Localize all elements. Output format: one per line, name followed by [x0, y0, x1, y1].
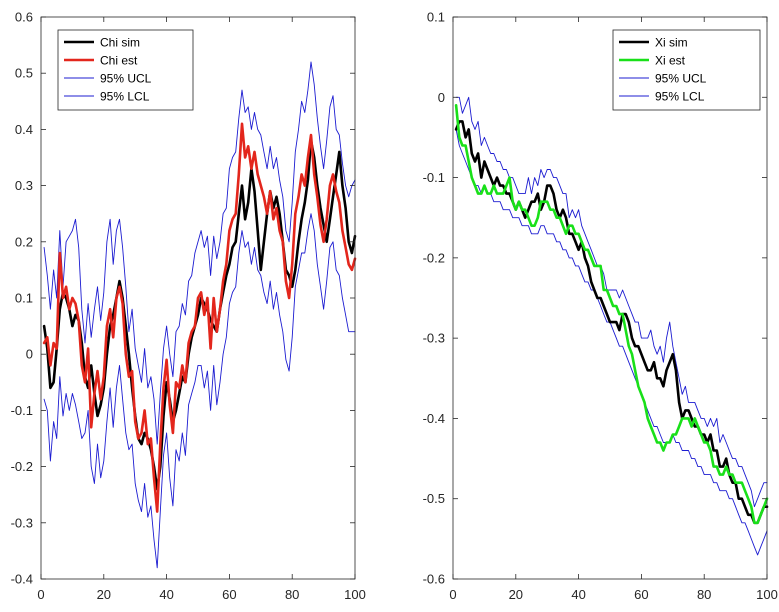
- legend-label: Xi sim: [655, 36, 688, 50]
- x-tick-label: 60: [222, 587, 236, 602]
- y-tick-label: -0.2: [423, 250, 445, 265]
- y-tick-label: 0.4: [15, 122, 33, 137]
- legend-item: 95% UCL: [64, 72, 152, 86]
- legend-label: 95% UCL: [100, 72, 152, 86]
- legend-label: 95% LCL: [655, 90, 705, 104]
- y-tick-label: 0.1: [15, 291, 33, 306]
- y-tick-label: -0.3: [423, 331, 445, 346]
- y-tick-label: -0.6: [423, 572, 445, 587]
- x-tick-label: 20: [97, 587, 111, 602]
- legend-label: Chi sim: [100, 36, 140, 50]
- series-line-xi-sim: [454, 120, 769, 525]
- y-tick-label: -0.5: [423, 491, 445, 506]
- legend-label: 95% UCL: [655, 72, 707, 86]
- x-tick-label: 100: [756, 587, 778, 602]
- legend-label: Chi est: [100, 54, 138, 68]
- x-tick-label: 40: [571, 587, 585, 602]
- x-tick-label: 0: [449, 587, 456, 602]
- x-tick-label: 20: [509, 587, 523, 602]
- legend-box: [612, 29, 761, 111]
- y-tick-label: -0.1: [11, 403, 33, 418]
- legend-item: 95% UCL: [619, 72, 707, 86]
- series-line-95-ucl: [455, 96, 768, 508]
- legend-item: Chi sim: [64, 36, 140, 50]
- x-tick-label: 40: [159, 587, 173, 602]
- x-tick-label: 100: [344, 587, 366, 602]
- legend-item: 95% LCL: [64, 90, 150, 104]
- x-tick-label: 0: [37, 587, 44, 602]
- y-tick-label: 0.5: [15, 66, 33, 81]
- plot-area-frame: [452, 16, 768, 580]
- x-tick-label: 60: [634, 587, 648, 602]
- y-tick-label: 0.1: [427, 10, 445, 25]
- series-line-95-ucl: [43, 61, 356, 445]
- y-tick-label: -0.3: [11, 515, 33, 530]
- y-tick-label: 0: [438, 90, 445, 105]
- legend-box: [57, 29, 194, 111]
- series-line-chi-sim: [42, 139, 357, 491]
- series-lines: [42, 61, 357, 569]
- series-line-chi-est: [42, 122, 357, 513]
- series-line-xi-est: [454, 104, 769, 525]
- legend-label: Xi est: [655, 54, 686, 68]
- x-tick-label: 80: [697, 587, 711, 602]
- axis-ticks: 0 20 40 60 80 100 -0.6 -0.5 -0.4 -0.3 -0.2 -0.1 0 0.1: [423, 10, 778, 603]
- series-line-95-lcl: [43, 213, 356, 569]
- legend: Xi sim Xi est 95% UCL 95% LCL: [612, 29, 761, 111]
- legend: Chi sim Chi est 95% UCL 95% LCL: [57, 29, 194, 111]
- y-tick-label: 0: [26, 347, 33, 362]
- series-lines: [454, 96, 769, 556]
- axis-ticks: 0 20 40 60 80 100 -0.4 -0.3 -0.2 -0.1 0 0.1 0.2 0.3 0.…: [11, 10, 366, 603]
- legend-item: Xi est: [619, 54, 686, 68]
- legend-item: Xi sim: [619, 36, 688, 50]
- y-tick-label: 0.3: [15, 178, 33, 193]
- legend-item: Chi est: [64, 54, 138, 68]
- x-tick-label: 80: [285, 587, 299, 602]
- chart-left: 0 20 40 60 80 100 -0.4 -0.3 -0.2 -0.1 0 0.1 0.2 0.3 0.…: [11, 10, 366, 603]
- legend-label: 95% LCL: [100, 90, 150, 104]
- y-tick-label: -0.4: [11, 572, 33, 587]
- chart-right: 0 20 40 60 80 100 -0.6 -0.5 -0.4 -0.3 -0.2 -0.1 0 0.1…: [423, 10, 778, 603]
- legend-item: 95% LCL: [619, 90, 705, 104]
- y-tick-label: -0.4: [423, 411, 445, 426]
- y-tick-label: -0.2: [11, 459, 33, 474]
- y-tick-label: -0.1: [423, 170, 445, 185]
- series-line-95-lcl: [455, 128, 768, 556]
- y-tick-label: 0.2: [15, 234, 33, 249]
- y-tick-label: 0.6: [15, 10, 33, 25]
